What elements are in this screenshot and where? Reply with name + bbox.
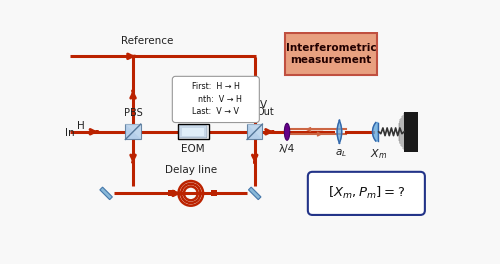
Bar bbox=[178, 124, 208, 139]
Text: Out: Out bbox=[256, 107, 274, 117]
Ellipse shape bbox=[284, 123, 290, 140]
Polygon shape bbox=[126, 124, 141, 139]
Bar bbox=[126, 124, 141, 139]
Text: EOM: EOM bbox=[182, 144, 205, 154]
Text: In: In bbox=[65, 128, 74, 138]
Bar bbox=[400, 119, 402, 144]
Polygon shape bbox=[372, 122, 378, 141]
Bar bbox=[100, 187, 112, 200]
FancyBboxPatch shape bbox=[172, 76, 260, 122]
Text: H: H bbox=[77, 121, 84, 131]
Text: Reference: Reference bbox=[120, 36, 173, 46]
Text: $X_m$: $X_m$ bbox=[370, 147, 387, 161]
FancyBboxPatch shape bbox=[308, 172, 425, 215]
Bar bbox=[168, 190, 174, 196]
Bar bbox=[248, 187, 261, 200]
Bar bbox=[403, 113, 405, 150]
FancyBboxPatch shape bbox=[179, 126, 207, 138]
Text: PBS: PBS bbox=[124, 108, 142, 118]
Bar bbox=[398, 122, 400, 141]
Bar bbox=[182, 128, 204, 136]
Bar bbox=[247, 124, 262, 139]
Text: First:  H → H
  nth:  V → H
Last:  V → V: First: H → H nth: V → H Last: V → V bbox=[190, 82, 242, 116]
Bar bbox=[398, 121, 400, 143]
Bar bbox=[402, 115, 404, 149]
Bar bbox=[404, 112, 406, 152]
FancyBboxPatch shape bbox=[284, 33, 377, 75]
Polygon shape bbox=[337, 120, 342, 143]
Text: $a_L$: $a_L$ bbox=[335, 147, 347, 159]
Text: Interferometric
measurement: Interferometric measurement bbox=[286, 43, 376, 65]
Text: λ/4: λ/4 bbox=[279, 144, 295, 154]
Bar bbox=[211, 190, 217, 196]
Bar bbox=[404, 112, 418, 152]
Polygon shape bbox=[247, 124, 262, 139]
Text: Delay line: Delay line bbox=[164, 165, 217, 175]
Bar bbox=[400, 118, 402, 146]
Text: $[X_m, P_m] = ?$: $[X_m, P_m] = ?$ bbox=[328, 185, 405, 201]
Bar bbox=[402, 116, 403, 147]
Text: V: V bbox=[260, 100, 268, 110]
